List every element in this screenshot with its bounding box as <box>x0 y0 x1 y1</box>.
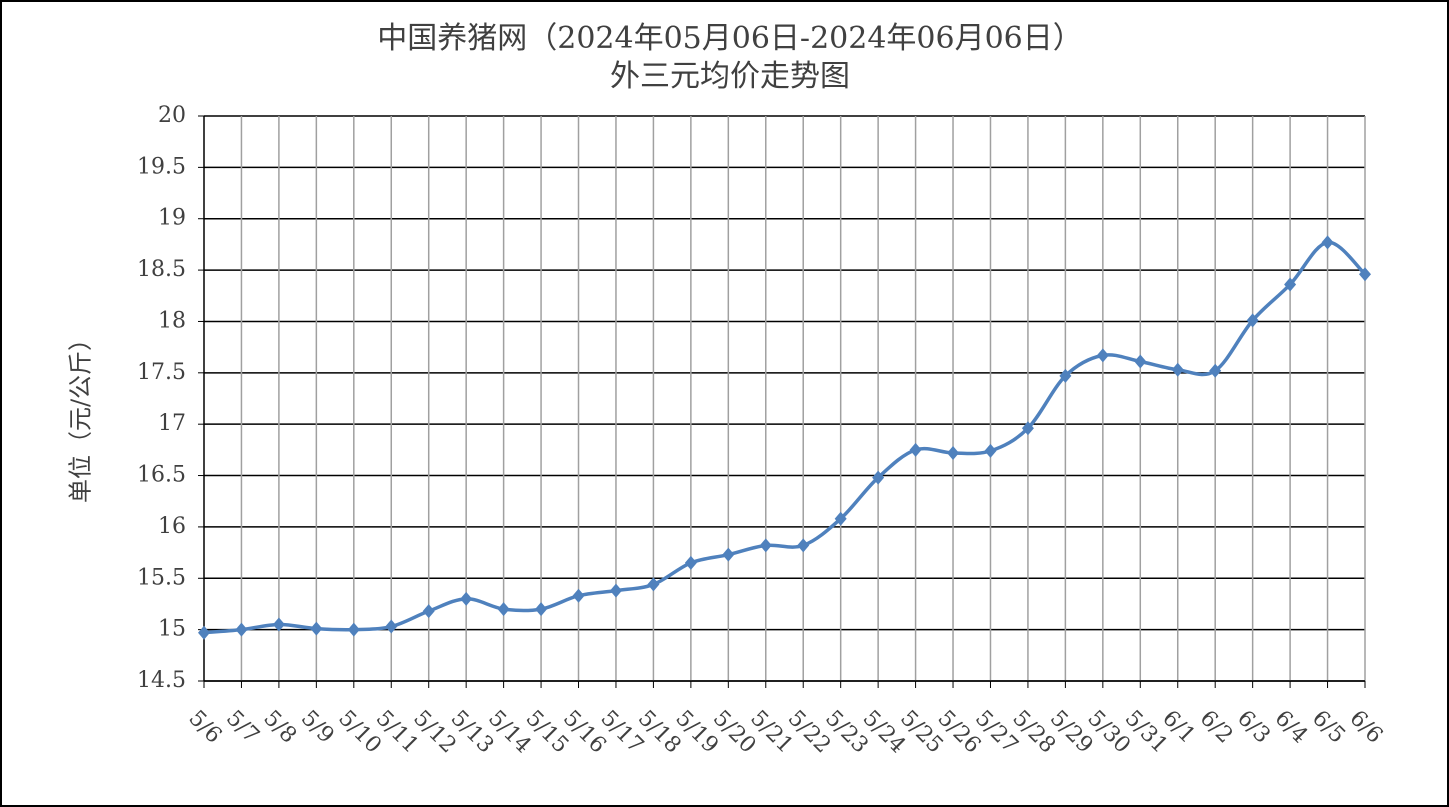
data-point <box>1246 313 1259 328</box>
data-point <box>347 622 360 637</box>
y-tick-label: 17 <box>158 411 186 436</box>
y-tick-label: 18.5 <box>137 257 186 282</box>
data-point <box>1134 354 1147 369</box>
chart-subtitle: 外三元均价走势图 <box>610 59 850 94</box>
data-point <box>872 470 885 485</box>
chart-title: 中国养猪网（2024年05月06日-2024年06月06日） <box>377 21 1083 56</box>
y-tick-label: 17.5 <box>137 360 186 385</box>
data-point <box>797 538 810 553</box>
data-point <box>1284 277 1297 292</box>
data-point <box>759 538 772 553</box>
y-tick-label: 15 <box>158 617 186 642</box>
y-tick-label: 15.5 <box>137 565 186 590</box>
data-point <box>647 577 660 592</box>
data-point <box>1059 368 1072 383</box>
data-point <box>1359 267 1371 282</box>
data-point <box>1171 362 1184 377</box>
data-point <box>834 511 847 526</box>
data-point <box>1021 421 1034 436</box>
data-point <box>947 445 960 460</box>
data-point <box>1321 235 1334 250</box>
data-point <box>722 547 735 562</box>
data-point <box>460 591 473 606</box>
data-point <box>497 602 510 617</box>
data-point <box>535 602 548 617</box>
data-point <box>422 604 435 619</box>
y-tick-label: 19.5 <box>137 154 186 179</box>
data-point <box>1209 363 1222 378</box>
data-point <box>272 617 285 632</box>
data-point <box>572 588 585 603</box>
data-point <box>609 583 622 598</box>
data-point <box>310 621 323 636</box>
y-tick-label: 20 <box>158 103 186 128</box>
y-tick-label: 18 <box>158 308 186 333</box>
y-axis-label: 单位（元/公斤） <box>67 327 95 503</box>
data-point <box>235 622 248 637</box>
data-point <box>1096 348 1109 363</box>
data-point <box>385 619 398 634</box>
y-tick-label: 16 <box>158 514 186 539</box>
data-point <box>684 555 697 570</box>
data-point <box>198 625 210 640</box>
y-tick-label: 14.5 <box>137 668 186 693</box>
data-point <box>984 443 997 458</box>
y-tick-label: 19 <box>158 206 186 231</box>
data-point <box>909 442 922 457</box>
y-tick-label: 16.5 <box>137 463 186 488</box>
